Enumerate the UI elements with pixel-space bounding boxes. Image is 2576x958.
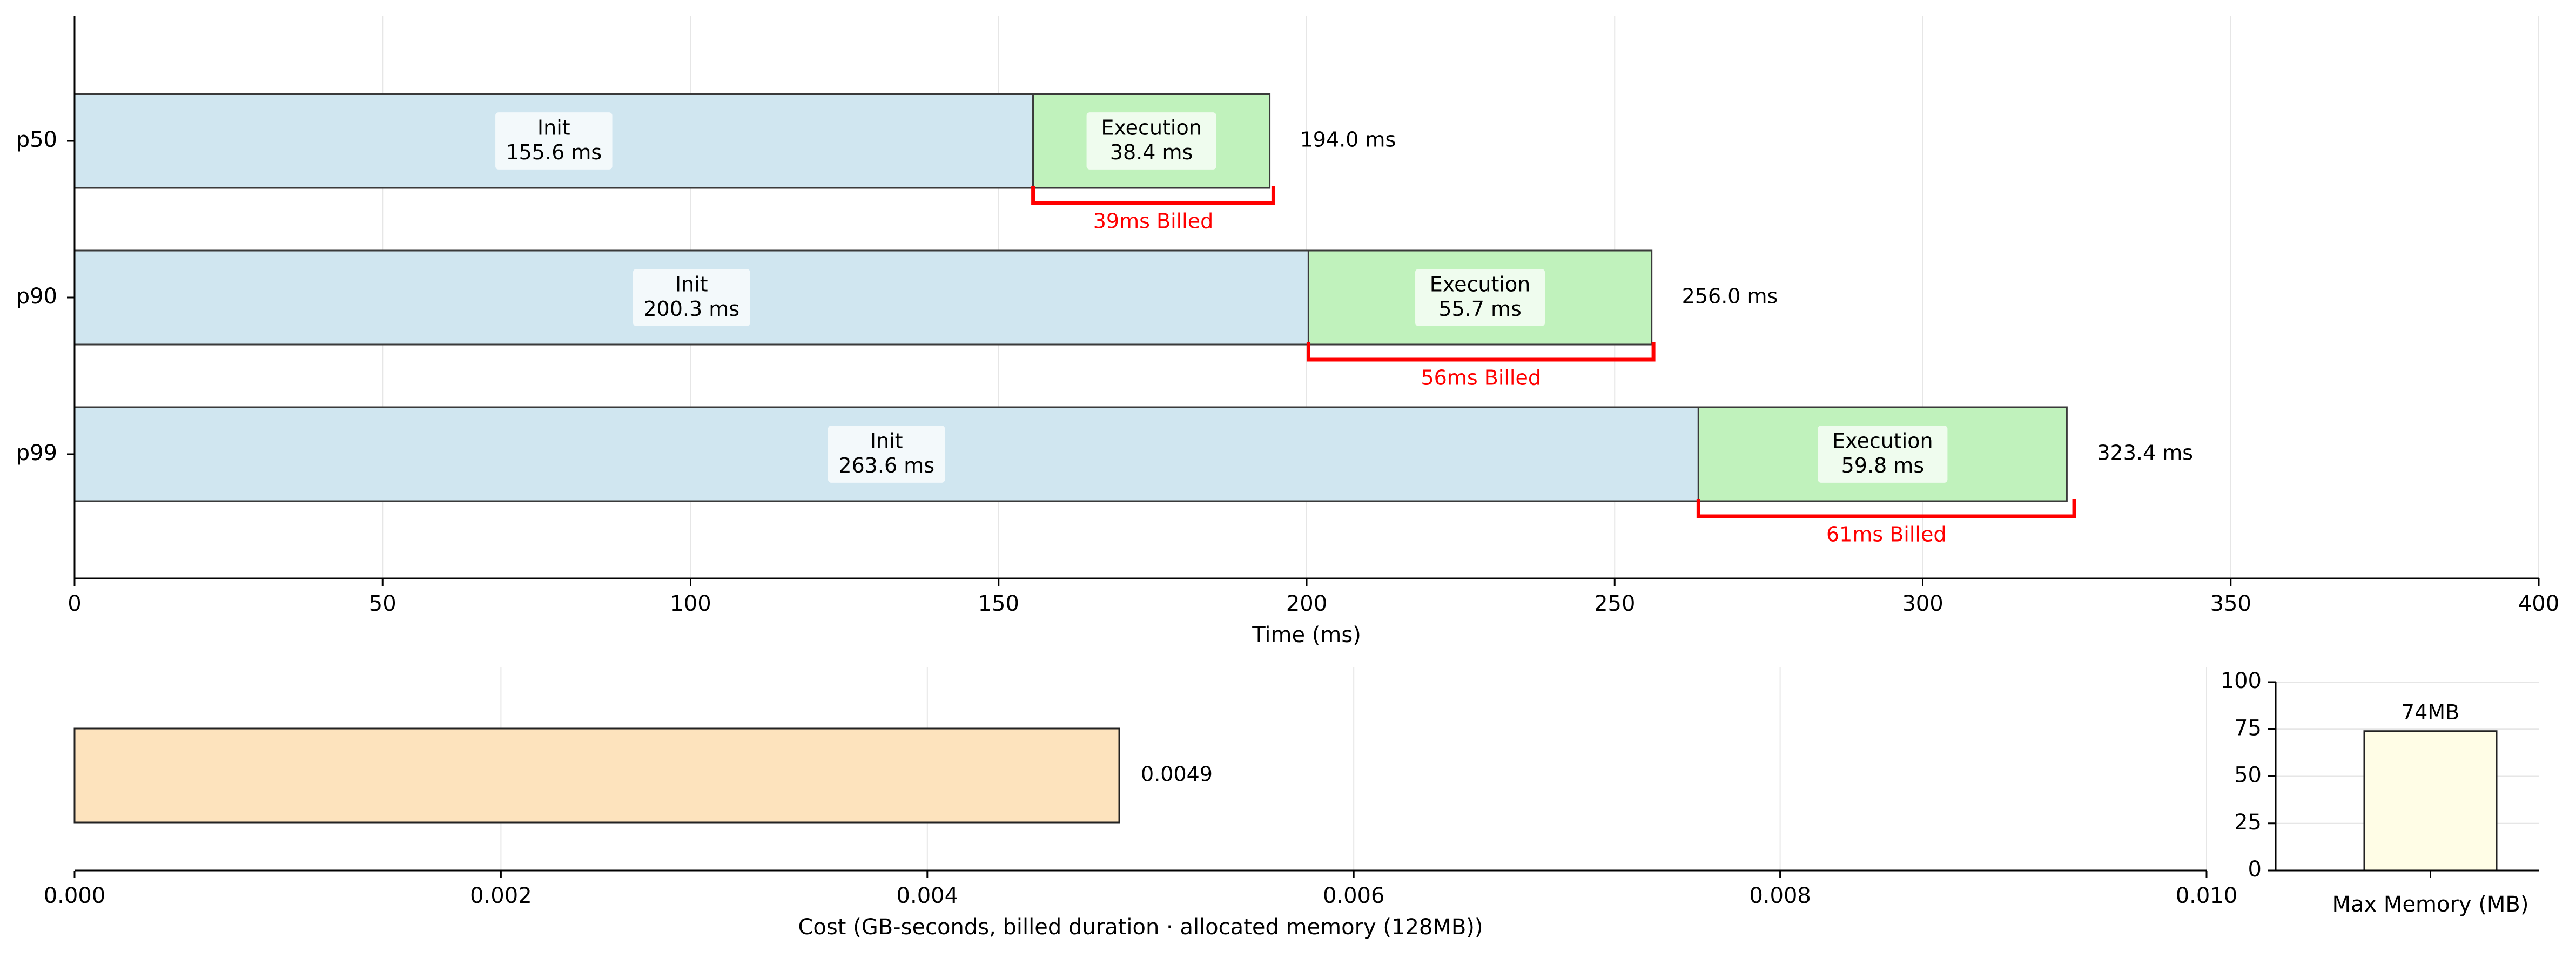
execution-bar	[1307, 249, 1653, 346]
execution-label-title: Execution	[1832, 429, 1933, 453]
memory-y-tick-label: 0	[2248, 857, 2262, 882]
execution-label-title: Execution	[1430, 272, 1530, 296]
x-tick-label: 0	[68, 591, 81, 616]
x-tick-label: 150	[978, 591, 1019, 616]
init-label-value: 263.6 ms	[838, 454, 934, 477]
billed-bracket	[1306, 342, 1656, 362]
cost-x-tick-label: 0.002	[470, 883, 532, 908]
x-tick-label: 200	[1286, 591, 1327, 616]
execution-label-box	[1818, 426, 1948, 483]
execution-label-box	[1086, 112, 1216, 170]
init-label-title: Init	[537, 116, 570, 139]
cost-x-tick-label: 0.008	[1749, 883, 1811, 908]
init-label-box	[633, 269, 750, 326]
x-tick-label: 250	[1594, 591, 1635, 616]
init-label-value: 155.6 ms	[506, 140, 602, 164]
execution-label-value: 55.7 ms	[1438, 297, 1522, 321]
init-label-value: 200.3 ms	[643, 297, 739, 321]
execution-label-value: 59.8 ms	[1841, 454, 1925, 477]
memory-y-tick-label: 75	[2234, 716, 2262, 740]
init-label-box	[828, 426, 945, 483]
total-duration-label: 323.4 ms	[2097, 441, 2193, 465]
execution-label-title: Execution	[1101, 116, 1201, 139]
cost-bar	[73, 727, 1120, 824]
init-label-title: Init	[870, 429, 903, 453]
x-tick-label: 50	[369, 591, 396, 616]
cost-x-tick-label: 0.010	[2176, 883, 2238, 908]
cost-x-tick-label: 0.006	[1323, 883, 1385, 908]
billed-label: 61ms Billed	[1826, 523, 1947, 547]
total-duration-label: 256.0 ms	[1682, 285, 1778, 308]
execution-label-box	[1415, 269, 1545, 326]
timeline-x-axis-label: Time (ms)	[1252, 623, 1361, 647]
cost-x-axis-label: Cost (GB-seconds, billed duration · allo…	[798, 915, 1483, 940]
cost-value-label: 0.0049	[1141, 763, 1213, 786]
x-tick-label: 350	[2210, 591, 2251, 616]
x-tick-label: 400	[2518, 591, 2559, 616]
y-tick-label: p50	[16, 127, 57, 152]
memory-y-tick-label: 50	[2234, 763, 2262, 788]
memory-bar	[2363, 730, 2498, 872]
memory-x-tick-label: Max Memory (MB)	[2332, 892, 2529, 917]
init-label-box	[495, 112, 613, 170]
memory-y-tick-label: 25	[2234, 810, 2262, 835]
init-label-title: Init	[675, 272, 708, 296]
billed-bracket	[1031, 186, 1275, 205]
cost-x-tick-label: 0.004	[897, 883, 959, 908]
billed-label: 39ms Billed	[1093, 210, 1214, 233]
y-tick-label: p99	[16, 441, 57, 465]
x-tick-label: 100	[670, 591, 711, 616]
billed-label: 56ms Billed	[1421, 366, 1542, 390]
x-tick-label: 300	[1902, 591, 1943, 616]
cost-x-tick-label: 0.000	[44, 883, 106, 908]
memory-y-tick-label: 100	[2221, 669, 2262, 693]
billed-bracket	[1696, 499, 2076, 518]
total-duration-label: 194.0 ms	[1300, 128, 1396, 152]
execution-label-value: 38.4 ms	[1110, 140, 1193, 164]
memory-value-label: 74MB	[2402, 700, 2459, 724]
y-tick-label: p90	[16, 284, 57, 309]
